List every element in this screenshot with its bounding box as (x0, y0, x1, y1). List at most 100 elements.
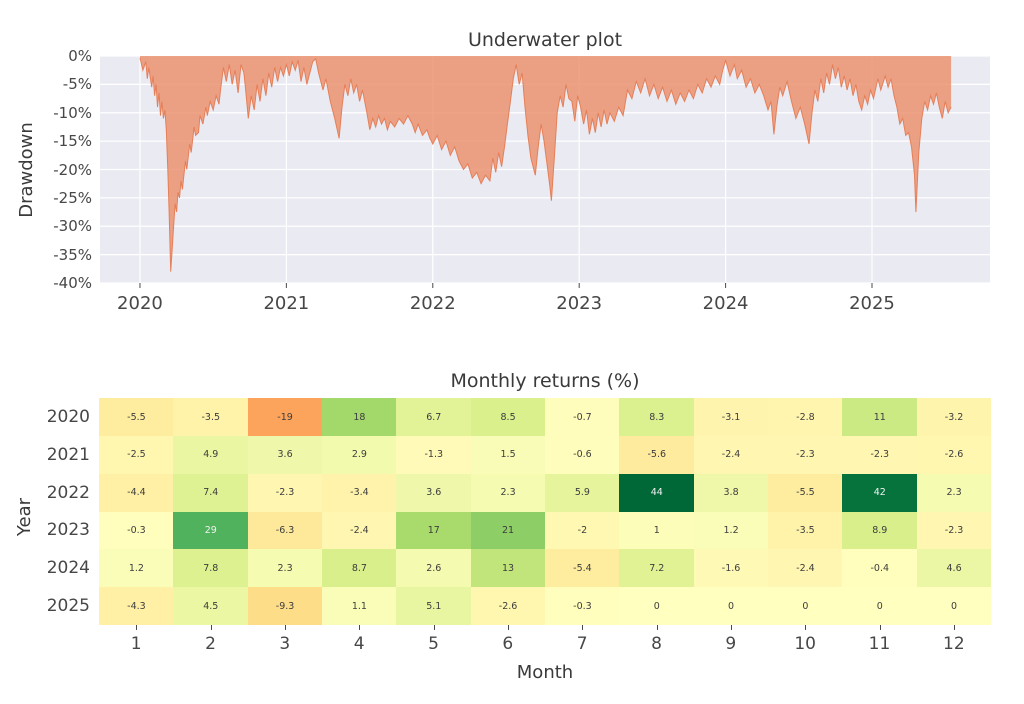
heatmap-cell: 2.9 (322, 435, 397, 475)
heatmap-column-label: 3 (279, 634, 291, 654)
heatmap-cell: -2.3 (768, 435, 843, 475)
heatmap-cell: -6.3 (247, 511, 323, 550)
heatmap-cell: -2.4 (693, 435, 769, 475)
heatmap-cell: 8.9 (842, 511, 918, 550)
heatmap-cell: 4.5 (173, 587, 249, 626)
underwater-ytick-label: -20% (53, 160, 92, 179)
heatmap-cell: 2.3 (470, 473, 546, 512)
heatmap-cell: -1.6 (693, 549, 769, 588)
heatmap-cell: -0.4 (842, 549, 918, 588)
heatmap-x-tickmark (359, 625, 361, 630)
heatmap-cell: 7.8 (173, 549, 249, 588)
underwater-ytick-label: -35% (53, 245, 92, 264)
heatmap-cell: 8.3 (619, 398, 695, 437)
heatmap-cell: -3.4 (322, 473, 397, 512)
heatmap-column-label: 1 (130, 634, 142, 654)
heatmap-cell: 8.7 (322, 549, 397, 588)
underwater-xtick-label: 2021 (263, 293, 310, 314)
heatmap-cell: -9.3 (247, 587, 323, 626)
heatmap-cell: 3.6 (247, 435, 323, 475)
heatmap-cell: -5.6 (619, 435, 695, 475)
underwater-ytick-label: -25% (53, 188, 92, 207)
underwater-xtick-label: 2025 (849, 293, 895, 314)
heatmap-cell: 2.3 (916, 473, 992, 512)
heatmap-grid: -5.5 -3.5 -19 18 6.7 8.5 -0.7 8.3 -3.1 -2.8 11 -3.2… (99, 398, 992, 626)
heatmap-x-tickmark (656, 625, 658, 630)
underwater-ytick-label: -10% (53, 103, 92, 122)
heatmap-column-label: 10 (794, 634, 816, 654)
heatmap-column-label: 8 (651, 634, 662, 654)
heatmap-x-tickmark (879, 625, 881, 630)
heatmap-cell: 13 (470, 549, 546, 588)
heatmap-cell: 8.5 (470, 398, 546, 437)
heatmap-cell: 21 (470, 511, 546, 550)
underwater-svg (100, 55, 990, 288)
heatmap-cell: 1.1 (322, 587, 397, 626)
underwater-plot-area (100, 55, 990, 293)
heatmap-column-label: 6 (502, 634, 514, 654)
underwater-title: Underwater plot (467, 29, 623, 51)
underwater-xtick-label: 2020 (117, 293, 163, 314)
heatmap-x-tickmark (953, 625, 955, 630)
heatmap-x-tickmark (136, 625, 138, 630)
heatmap-x-tickmark (507, 625, 509, 630)
heatmap-cell: -2.4 (768, 549, 843, 588)
heatmap-cell: 11 (842, 398, 918, 437)
heatmap-cell: 7.2 (619, 549, 695, 588)
heatmap-cell: -3.1 (693, 398, 769, 437)
heatmap-cell: -5.5 (99, 398, 174, 437)
heatmap-row-label: 2022 (46, 482, 90, 503)
heatmap-row-label: 2024 (46, 558, 90, 579)
heatmap-cell: 29 (173, 511, 249, 550)
heatmap-chart: Monthly returns (%) Year 2020 2021 2022 202… (0, 360, 1024, 704)
heatmap-xlabel: Month (516, 662, 574, 683)
heatmap-cell: -5.4 (545, 549, 620, 588)
heatmap-column-label: 2 (205, 634, 216, 654)
heatmap-cell: 1 (619, 511, 695, 550)
heatmap-cell: -5.5 (768, 473, 843, 512)
heatmap-cell: 0 (842, 587, 918, 626)
heatmap-cell: -19 (247, 398, 323, 437)
heatmap-cell: 0 (916, 587, 992, 626)
heatmap-cell: -3.5 (173, 398, 249, 437)
heatmap-column-label: 9 (725, 634, 737, 654)
heatmap-cell: -2.3 (842, 435, 918, 475)
heatmap-column-label: 11 (868, 634, 891, 654)
heatmap-cell: -0.7 (545, 398, 620, 437)
heatmap-column-label: 7 (576, 634, 588, 654)
heatmap-cell: 7.4 (173, 473, 249, 512)
heatmap-cell: 1.5 (470, 435, 546, 475)
heatmap-x-tickmark (433, 625, 435, 630)
heatmap-cell: 1.2 (693, 511, 769, 550)
underwater-ytick-label: -40% (53, 274, 92, 292)
heatmap-title: Monthly returns (%) (450, 370, 640, 392)
heatmap-cell: 44 (619, 473, 695, 512)
heatmap-x-tickmark (284, 625, 286, 630)
heatmap-cell: 3.6 (396, 473, 472, 512)
heatmap-cell: -4.4 (99, 473, 174, 512)
heatmap-x-tickmark (582, 625, 584, 630)
underwater-xtick-label: 2022 (409, 293, 456, 314)
heatmap-cell: -2.8 (768, 398, 843, 437)
underwater-xtick-label: 2024 (702, 293, 749, 314)
underwater-xtick-label: 2023 (556, 293, 603, 314)
heatmap-row-label: 2021 (46, 444, 90, 465)
heatmap-cell: 0 (693, 587, 769, 626)
heatmap-cell: -1.3 (396, 435, 472, 475)
underwater-ytick-label: -30% (53, 217, 92, 236)
heatmap-cell: -2.6 (916, 435, 992, 475)
heatmap-cell: 6.7 (396, 398, 472, 437)
heatmap-cell: 5.9 (545, 473, 620, 512)
drawdown-line (139, 57, 952, 272)
heatmap-row-label: 2023 (46, 520, 90, 541)
underwater-chart: Underwater plot Drawdown 0% -5% -10% -15% -2… (0, 0, 1024, 330)
heatmap-column-label: 5 (428, 634, 439, 654)
heatmap-cell: 42 (842, 473, 918, 512)
heatmap-cell: -0.3 (545, 587, 620, 626)
heatmap-cell: -3.5 (768, 511, 843, 550)
heatmap-cell: 5.1 (396, 587, 472, 626)
heatmap-cell: 2.6 (396, 549, 472, 588)
heatmap-cell: 4.9 (173, 435, 249, 475)
heatmap-cell: 4.6 (916, 549, 992, 588)
